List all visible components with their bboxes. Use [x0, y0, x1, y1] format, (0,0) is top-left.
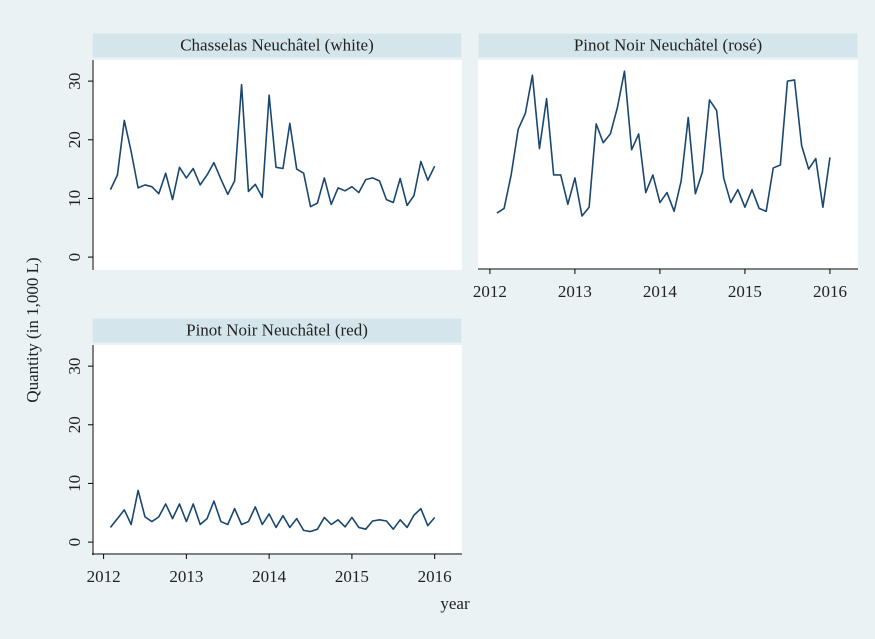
- x-tick-label: 2016: [418, 567, 452, 586]
- y-tick-label: 20: [65, 416, 84, 433]
- x-tick-label: 2013: [558, 282, 592, 301]
- plot-area: [92, 60, 462, 270]
- y-tick-label: 30: [65, 358, 84, 375]
- y-tick-label: 30: [65, 73, 84, 90]
- plot-area: [478, 60, 858, 270]
- plot-area: [92, 345, 462, 555]
- panel-title: Pinot Noir Neuchâtel (rosé): [574, 35, 762, 54]
- y-axis-label: Quantity (in 1,000 L): [23, 257, 42, 402]
- title-strip: [91, 32, 463, 59]
- x-tick-label: 2012: [473, 282, 507, 301]
- panel-title: Pinot Noir Neuchâtel (red): [186, 320, 368, 339]
- x-tick-label: 2015: [335, 567, 369, 586]
- data-line: [109, 83, 436, 208]
- y-tick-label: 0: [65, 538, 84, 547]
- y-tick-label: 0: [65, 253, 84, 262]
- x-tick-label: 2014: [252, 567, 287, 586]
- y-tick-label: 20: [65, 131, 84, 148]
- x-tick-label: 2015: [728, 282, 762, 301]
- x-tick-label: 2014: [643, 282, 678, 301]
- y-tick-label: 10: [65, 190, 84, 207]
- x-tick-label: 2016: [813, 282, 847, 301]
- title-strip: [91, 317, 463, 344]
- x-axis-label: year: [440, 594, 470, 613]
- data-line: [496, 70, 831, 217]
- panel-title: Chasselas Neuchâtel (white): [180, 35, 374, 54]
- x-tick-label: 2012: [87, 567, 121, 586]
- data-line: [109, 489, 436, 533]
- title-strip: [477, 32, 859, 59]
- y-tick-label: 10: [65, 475, 84, 492]
- x-tick-label: 2013: [169, 567, 203, 586]
